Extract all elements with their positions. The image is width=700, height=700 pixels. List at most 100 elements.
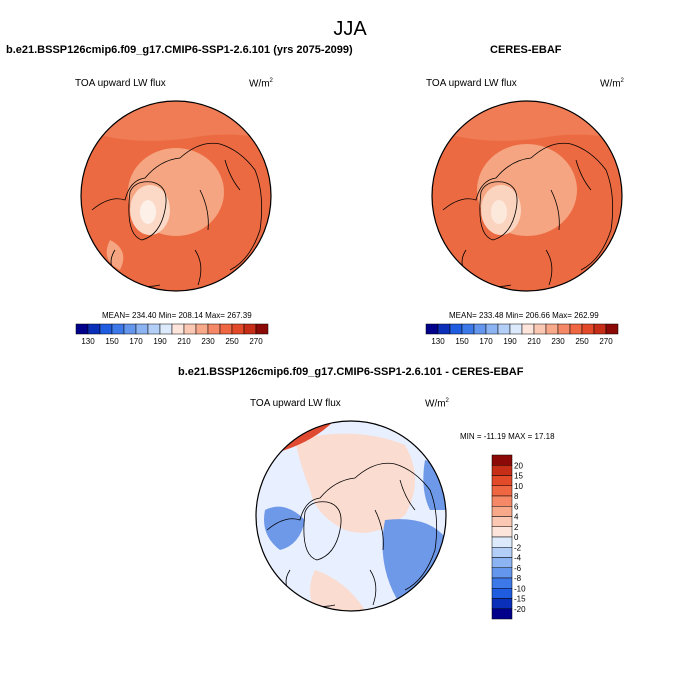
diff-colorbar-box	[491, 557, 513, 568]
model-colorbar-tick-label: 210	[177, 337, 191, 346]
diff-colorbar-tick-label: 8	[514, 492, 519, 501]
obs-colorbar-box	[497, 323, 511, 335]
diff-colorbar-tick-label: -2	[514, 543, 522, 552]
obs-colorbar-box	[509, 323, 523, 335]
model-colorbar-tick-label: 270	[249, 337, 263, 346]
diff-colorbar-tick-label: 15	[514, 472, 523, 481]
obs-colorbar-box	[557, 323, 571, 335]
diff-colorbar-tick-label: -15	[514, 595, 526, 604]
diff-colorbar-box	[491, 547, 513, 558]
model-colorbar-tick-label: 150	[105, 337, 119, 346]
obs-colorbar-box	[605, 323, 619, 335]
model-field-north-band	[81, 101, 271, 141]
diff-colorbar-box	[491, 577, 513, 589]
obs-colorbar-box	[581, 323, 595, 335]
obs-units-label: W/m2	[600, 78, 624, 90]
obs-colorbar-tick-label: 170	[479, 337, 493, 346]
model-colorbar-box	[75, 323, 89, 335]
obs-colorbar-tick-label: 270	[599, 337, 613, 346]
diff-colorbar-box	[491, 485, 513, 497]
obs-colorbar-tick-label: 190	[503, 337, 517, 346]
obs-colorbar-box	[449, 323, 463, 335]
diff-colorbar-box	[491, 495, 513, 507]
model-colorbar-box	[123, 323, 137, 335]
obs-colorbar-box	[473, 323, 487, 335]
diff-panel-title: b.e21.BSSP126cmip6.f09_g17.CMIP6-SSP1-2.…	[178, 366, 524, 378]
model-variable-label: TOA upward LW flux	[75, 78, 166, 89]
model-colorbar-box	[183, 323, 197, 335]
obs-colorbar-box	[437, 323, 451, 335]
diff-colorbar-tick-label: 6	[514, 502, 519, 511]
model-colorbar: 130 150 170 190 210 230 250 270	[75, 323, 269, 346]
obs-colorbar: 130 150 170 190 210 230 250 270	[425, 323, 619, 346]
model-field-greenland-core	[140, 200, 156, 224]
diff-colorbar-box	[491, 608, 513, 620]
diff-colorbar-box	[491, 588, 513, 599]
obs-colorbar-tick-label: 130	[431, 337, 445, 346]
obs-colorbar-box	[545, 323, 559, 335]
obs-panel-title: CERES-EBAF	[490, 44, 562, 56]
diff-variable-label: TOA upward LW flux	[250, 398, 341, 409]
model-colorbar-box	[171, 323, 185, 335]
diff-colorbar-box	[491, 526, 513, 538]
obs-colorbar-tick-label: 230	[551, 337, 565, 346]
diff-colorbar-box	[491, 506, 513, 517]
model-colorbar-box	[219, 323, 233, 335]
obs-stats: MEAN= 233.48 Min= 206.66 Max= 262.99	[449, 311, 599, 320]
obs-colorbar-box	[569, 323, 583, 335]
obs-polar-map	[431, 100, 623, 292]
obs-variable-label: TOA upward LW flux	[426, 78, 517, 89]
model-colorbar-tick-label: 170	[129, 337, 143, 346]
model-colorbar-tick-label: 130	[81, 337, 95, 346]
model-colorbar-tick-label: 230	[201, 337, 215, 346]
obs-colorbar-tick-label: 210	[527, 337, 541, 346]
model-colorbar-box	[207, 323, 221, 335]
diff-colorbar-box	[491, 567, 513, 579]
diff-colorbar-tick-label: -10	[514, 584, 526, 593]
model-polar-map	[80, 100, 272, 292]
diff-colorbar-tick-label: 0	[514, 533, 519, 542]
model-colorbar-tick-label: 190	[153, 337, 167, 346]
diff-field-south-positive	[310, 570, 365, 611]
diff-stats: MIN = -11.19 MAX = 17.18	[460, 432, 555, 441]
diff-colorbar-tick-label: 2	[514, 523, 519, 532]
model-colorbar-box	[99, 323, 113, 335]
figure-title: JJA	[333, 18, 367, 40]
diff-colorbar-box	[491, 598, 513, 609]
diff-colorbar-tick-label: -4	[514, 554, 522, 563]
model-colorbar-box	[159, 323, 173, 335]
diff-colorbar-tick-label: 10	[514, 482, 523, 491]
diff-units-label: W/m2	[425, 398, 449, 410]
model-colorbar-box	[87, 323, 101, 335]
diff-colorbar-box	[491, 536, 513, 548]
model-stats: MEAN= 234.40 Min= 208.14 Max= 267.39	[102, 311, 252, 320]
diff-colorbar-tick-label: -20	[514, 605, 526, 614]
diff-colorbar-box	[491, 475, 513, 486]
obs-colorbar-box	[593, 323, 607, 335]
diff-field-east-negative	[423, 460, 446, 510]
model-colorbar-box	[111, 323, 125, 335]
obs-colorbar-tick-label: 150	[455, 337, 469, 346]
model-units-label: W/m2	[249, 78, 273, 90]
diff-polar-map	[255, 420, 447, 612]
diff-colorbar-tick-label: 4	[514, 513, 519, 522]
diff-colorbar-box	[491, 454, 513, 466]
model-colorbar-box	[243, 323, 257, 335]
obs-colorbar-box	[461, 323, 475, 335]
model-colorbar-box	[195, 323, 209, 335]
model-colorbar-box	[231, 323, 245, 335]
obs-field-north-band	[432, 101, 622, 141]
model-colorbar-box	[255, 323, 269, 335]
diff-colorbar-box	[491, 465, 513, 476]
obs-colorbar-box	[533, 323, 547, 335]
obs-colorbar-box	[521, 323, 535, 335]
diff-field-west-negative	[264, 506, 305, 550]
diff-field-arctic-positive	[295, 433, 415, 533]
obs-colorbar-box	[425, 323, 439, 335]
model-colorbar-box	[147, 323, 161, 335]
obs-colorbar-box	[485, 323, 499, 335]
diff-colorbar-tick-label: -8	[514, 574, 522, 583]
obs-field-greenland-core	[491, 200, 507, 224]
diff-colorbar-tick-label: -6	[514, 564, 522, 573]
